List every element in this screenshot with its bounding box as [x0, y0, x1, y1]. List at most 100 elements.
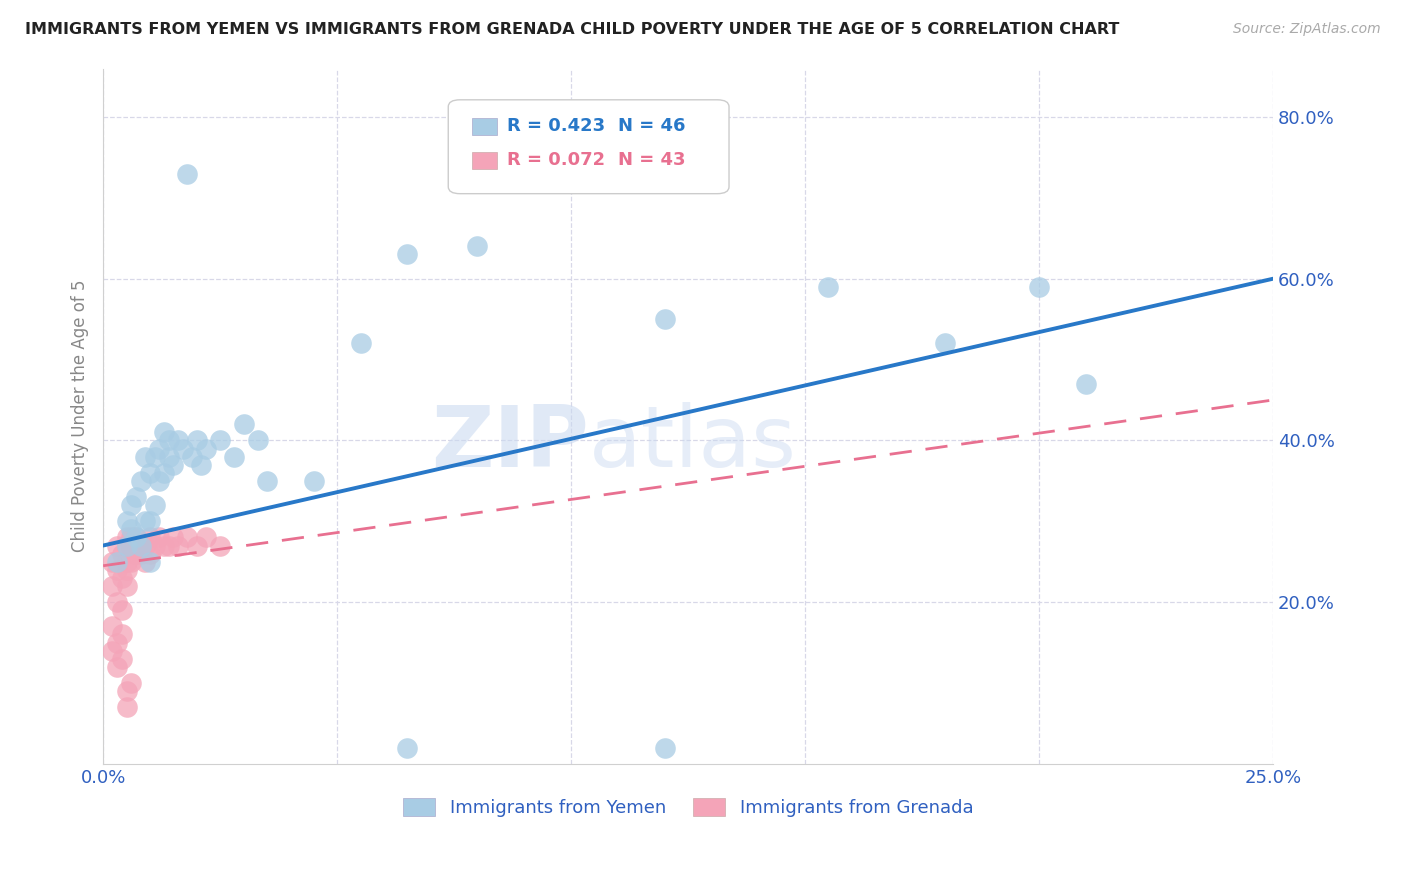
Point — [190, 458, 212, 472]
Point — [105, 635, 128, 649]
Point — [153, 425, 176, 440]
Text: atlas: atlas — [589, 402, 797, 485]
Point — [129, 547, 152, 561]
Point — [349, 336, 371, 351]
Point — [125, 531, 148, 545]
Point — [101, 619, 124, 633]
Point — [115, 539, 138, 553]
Point — [195, 442, 218, 456]
Point — [396, 740, 419, 755]
Text: Source: ZipAtlas.com: Source: ZipAtlas.com — [1233, 22, 1381, 37]
Point — [817, 280, 839, 294]
Text: ZIP: ZIP — [430, 402, 589, 485]
Point — [115, 555, 138, 569]
Point — [302, 474, 325, 488]
Point — [148, 442, 170, 456]
Point — [101, 643, 124, 657]
FancyBboxPatch shape — [471, 152, 498, 169]
Point — [162, 531, 184, 545]
FancyBboxPatch shape — [449, 100, 730, 194]
Point — [134, 514, 156, 528]
Point — [934, 336, 956, 351]
Point — [115, 563, 138, 577]
Point — [209, 434, 232, 448]
Text: N = 46: N = 46 — [617, 117, 685, 136]
Point — [1028, 280, 1050, 294]
Point — [105, 563, 128, 577]
Point — [115, 579, 138, 593]
Point — [396, 247, 419, 261]
Point — [115, 514, 138, 528]
Point — [129, 539, 152, 553]
Point — [120, 555, 142, 569]
Point — [139, 531, 162, 545]
Point — [186, 539, 208, 553]
Point — [143, 498, 166, 512]
Point — [172, 442, 194, 456]
Point — [139, 555, 162, 569]
Point — [167, 539, 190, 553]
Text: R = 0.423: R = 0.423 — [506, 117, 605, 136]
Point — [120, 539, 142, 553]
Text: N = 43: N = 43 — [617, 151, 685, 169]
Point — [153, 539, 176, 553]
Point — [105, 555, 128, 569]
Point — [111, 627, 134, 641]
Point — [111, 547, 134, 561]
Text: IMMIGRANTS FROM YEMEN VS IMMIGRANTS FROM GRENADA CHILD POVERTY UNDER THE AGE OF : IMMIGRANTS FROM YEMEN VS IMMIGRANTS FROM… — [25, 22, 1119, 37]
Point — [157, 434, 180, 448]
Point — [125, 547, 148, 561]
Point — [134, 539, 156, 553]
Point — [224, 450, 246, 464]
Point — [162, 458, 184, 472]
Point — [209, 539, 232, 553]
Point — [157, 539, 180, 553]
Point — [105, 660, 128, 674]
Text: R = 0.072: R = 0.072 — [506, 151, 605, 169]
Point — [134, 555, 156, 569]
Point — [1074, 376, 1097, 391]
Point — [139, 514, 162, 528]
Point — [148, 474, 170, 488]
Point — [129, 539, 152, 553]
Point — [120, 522, 142, 536]
Point — [105, 595, 128, 609]
Point — [105, 539, 128, 553]
Point — [153, 466, 176, 480]
Point — [246, 434, 269, 448]
Legend: Immigrants from Yemen, Immigrants from Grenada: Immigrants from Yemen, Immigrants from G… — [395, 790, 981, 824]
Point — [129, 474, 152, 488]
Point — [186, 434, 208, 448]
Point — [120, 498, 142, 512]
Point — [115, 684, 138, 698]
Point — [101, 579, 124, 593]
Point — [115, 531, 138, 545]
Point — [115, 700, 138, 714]
Point — [176, 167, 198, 181]
Point — [139, 547, 162, 561]
Point — [125, 531, 148, 545]
Point — [111, 651, 134, 665]
Point — [125, 490, 148, 504]
Point — [157, 450, 180, 464]
Point — [111, 603, 134, 617]
Point — [115, 539, 138, 553]
Point — [654, 312, 676, 326]
Point — [111, 571, 134, 585]
Point — [181, 450, 204, 464]
Point — [120, 676, 142, 690]
Point — [143, 450, 166, 464]
Point — [467, 239, 489, 253]
Y-axis label: Child Poverty Under the Age of 5: Child Poverty Under the Age of 5 — [72, 280, 89, 552]
Point — [148, 531, 170, 545]
Point — [654, 740, 676, 755]
Point — [101, 555, 124, 569]
Point — [176, 531, 198, 545]
Point — [167, 434, 190, 448]
Point — [195, 531, 218, 545]
Point — [134, 450, 156, 464]
Point — [143, 539, 166, 553]
FancyBboxPatch shape — [471, 119, 498, 136]
Point — [256, 474, 278, 488]
Point — [139, 466, 162, 480]
